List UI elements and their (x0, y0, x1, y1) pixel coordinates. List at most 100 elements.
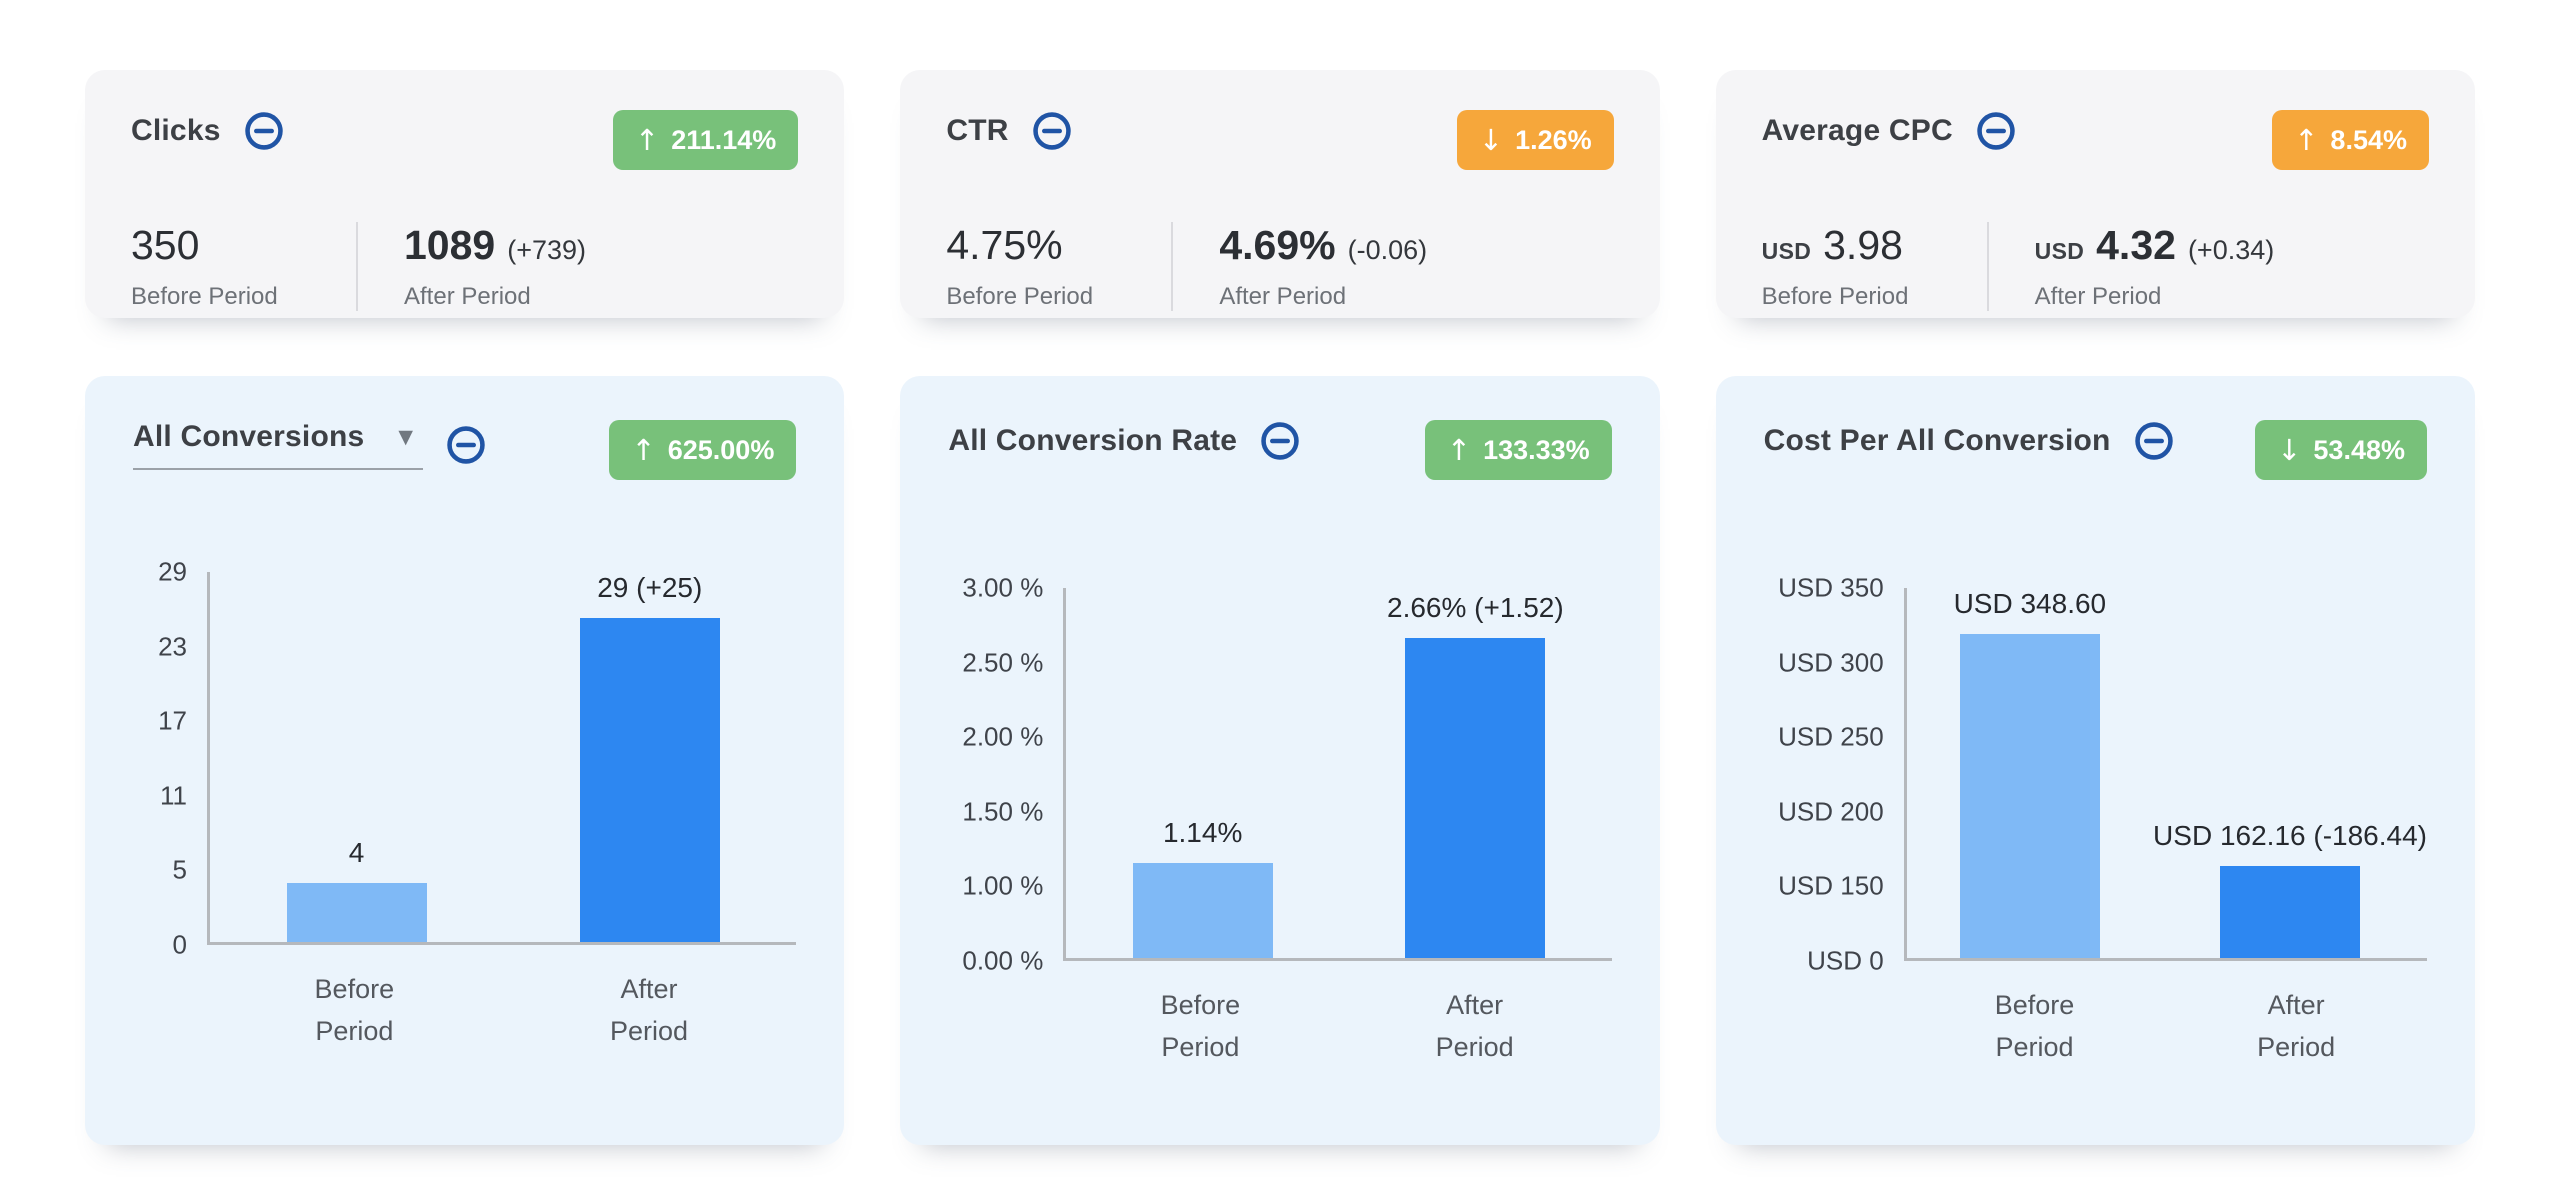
plot-area: 4 29 (+25) (207, 572, 797, 945)
value-comparison: 4.75% Before Period 4.69% (-0.06) After … (946, 222, 1613, 311)
x-axis-category-label: After Period (609, 974, 689, 1046)
x-axis-category-label: Before Period (1994, 990, 2075, 1062)
metric-title: All Conversions (133, 420, 365, 453)
bar-slot: USD 348.60 (1907, 588, 2153, 958)
card-header: Clicks ↑ 211.14% (131, 110, 799, 170)
x-axis-labels: Before Period After Period (1063, 985, 1611, 1069)
card-header: CTR ↓ 1.26% (946, 110, 1614, 170)
up-arrow-icon: ↑ (1446, 433, 1472, 467)
before-value: 350 (131, 222, 200, 268)
bar-after-period[interactable] (2220, 865, 2361, 958)
stat-card-clicks: Clicks ↑ 211.14% 350 Before Period (85, 70, 845, 318)
minus-circle-icon (1975, 110, 2017, 152)
before-label: Before Period (131, 283, 278, 310)
y-tick-label: 1.50 % (962, 796, 1044, 827)
metric-title: CTR (946, 114, 1009, 147)
y-tick-label: USD 350 (1778, 572, 1884, 603)
x-axis-category-label: After Period (2257, 990, 2336, 1062)
change-badge: ↑ 625.00% (609, 420, 797, 480)
y-tick-label: 0.00 % (962, 945, 1044, 976)
bar-value-label: USD 162.16 (-186.44) (2153, 819, 2427, 851)
minus-circle-icon (243, 110, 285, 152)
y-tick-label: 11 (160, 780, 187, 811)
y-tick-label: 2.00 % (962, 721, 1044, 752)
change-value: 1.26% (1515, 124, 1592, 155)
chart-card-all-conversions: All Conversions ▼ ↑ 625.00% 29 23 17 11 5 0 (85, 376, 845, 1145)
plot-area: 1.14% 2.66% (+1.52) (1063, 588, 1612, 961)
remove-metric-button[interactable] (1259, 420, 1301, 462)
y-tick-label: USD 200 (1778, 796, 1884, 827)
before-period-block: USD 3.98 Before Period (1762, 222, 1977, 311)
y-tick-label: 0 (172, 929, 187, 960)
bar-value-label: USD 348.60 (1953, 588, 2107, 619)
y-axis: USD 350 USD 300 USD 250 USD 200 USD 150 USD 0 (1764, 573, 1904, 976)
minus-circle-icon (445, 424, 487, 466)
bar-before-period[interactable] (286, 882, 427, 942)
bar-before-period[interactable] (1132, 863, 1273, 958)
bar-value-label: 4 (348, 836, 365, 868)
value-comparison: 350 Before Period 1089 (+739) After Peri… (131, 222, 798, 311)
up-arrow-icon: ↑ (2294, 123, 2319, 157)
value-comparison: USD 3.98 Before Period USD 4.32 (+0.34) … (1762, 222, 2429, 311)
bar-slot: 29 (+25) (503, 572, 796, 942)
change-badge: ↑ 211.14% (612, 110, 799, 170)
remove-metric-button[interactable] (445, 424, 487, 466)
chart-card-cost-per-all-conversion: Cost Per All Conversion ↓ 53.48% USD 350… (1715, 376, 2475, 1145)
down-arrow-icon: ↓ (2277, 433, 2302, 467)
plot-area: USD 348.60 USD 162.16 (-186.44) (1903, 588, 2427, 961)
y-tick-label: 17 (158, 705, 187, 736)
chart-cards-row: All Conversions ▼ ↑ 625.00% 29 23 17 11 5 0 (85, 376, 2475, 1145)
metric-title: All Conversion Rate (948, 424, 1238, 457)
bar-value-label: 2.66% (+1.52) (1387, 592, 1564, 624)
bar-after-period[interactable] (1405, 638, 1546, 958)
change-badge: ↑ 133.33% (1424, 420, 1612, 480)
before-value: 4.75% (946, 222, 1063, 268)
y-tick-label: 2.50 % (962, 647, 1044, 678)
bar-after-period[interactable] (579, 618, 720, 942)
before-period-block: 350 Before Period (131, 222, 346, 311)
change-value: 133.33% (1483, 434, 1590, 465)
change-value: 625.00% (667, 434, 775, 465)
remove-metric-button[interactable] (1975, 110, 2017, 152)
bar-slot: USD 162.16 (-186.44) (2153, 588, 2427, 958)
after-label: After Period (404, 283, 531, 310)
bar-chart-cost-per-all-conversion: USD 350 USD 300 USD 250 USD 200 USD 150 USD 0… (1764, 573, 2427, 1069)
currency-code: USD (2034, 238, 2085, 264)
remove-metric-button[interactable] (243, 110, 285, 152)
before-period-block: 4.75% Before Period (946, 222, 1161, 311)
y-tick-label: 29 (158, 556, 187, 587)
bar-chart-all-conversions: 29 23 17 11 5 0 4 29 (+25) Before Period After … (133, 557, 797, 1053)
up-arrow-icon: ↑ (634, 123, 660, 157)
after-value: 4.69% (1219, 222, 1336, 268)
y-tick-label: USD 300 (1778, 647, 1884, 678)
stat-card-average-cpc: Average CPC ↑ 8.54% USD 3.98 (1715, 70, 2475, 318)
bar-before-period[interactable] (1959, 634, 2100, 958)
up-arrow-icon: ↑ (631, 433, 656, 467)
bar-slot: 2.66% (+1.52) (1339, 588, 1612, 958)
after-value: 1089 (404, 222, 496, 268)
x-axis-labels: Before Period After Period (1904, 985, 2427, 1069)
x-axis-category-label: Before Period (314, 974, 395, 1046)
y-tick-label: 5 (172, 854, 187, 885)
remove-metric-button[interactable] (1031, 110, 1073, 152)
after-value: 4.32 (2096, 222, 2176, 268)
bar-value-label: 1.14% (1162, 817, 1243, 849)
y-tick-label: USD 0 (1807, 945, 1884, 976)
remove-metric-button[interactable] (2133, 420, 2175, 462)
chart-card-all-conversion-rate: All Conversion Rate ↑ 133.33% 3.00 % 2.50… (900, 376, 1660, 1145)
after-label: After Period (2034, 283, 2162, 310)
stat-cards-row: Clicks ↑ 211.14% 350 Before Period (85, 70, 2475, 318)
y-tick-label: 23 (158, 631, 187, 662)
y-axis: 29 23 17 11 5 0 (133, 557, 207, 960)
card-header: All Conversions ▼ ↑ 625.00% (133, 420, 797, 480)
before-label: Before Period (1761, 283, 1909, 310)
metric-title: Clicks (131, 114, 221, 147)
metric-selector-dropdown[interactable]: All Conversions ▼ (133, 420, 424, 470)
y-tick-label: 3.00 % (962, 572, 1044, 603)
minus-circle-icon (1259, 420, 1301, 462)
minus-circle-icon (2133, 420, 2175, 462)
x-axis-category-label: Before Period (1160, 990, 1241, 1062)
y-tick-label: USD 150 (1778, 870, 1884, 901)
y-axis: 3.00 % 2.50 % 2.00 % 1.50 % 1.00 % 0.00 % (948, 573, 1063, 976)
bar-value-label: 29 (+25) (597, 572, 703, 603)
